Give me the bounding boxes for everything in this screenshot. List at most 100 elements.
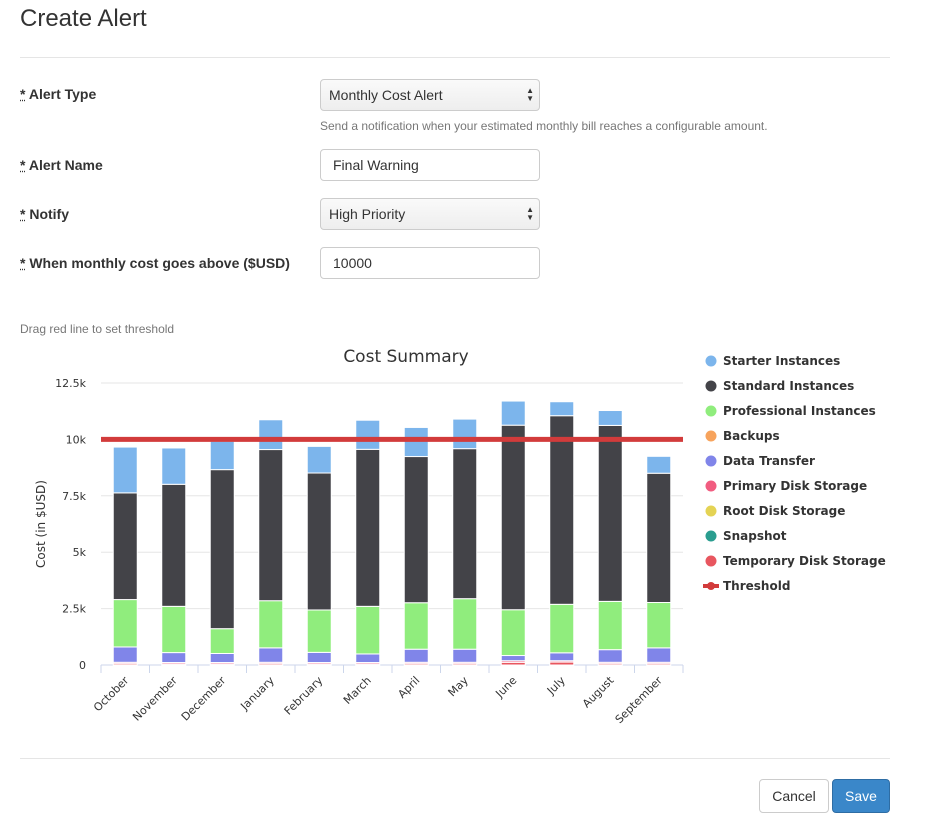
bar-segment <box>500 400 526 426</box>
bar-segment <box>258 449 284 602</box>
bar-segment <box>209 652 235 664</box>
legend-label: Data Transfer <box>723 454 815 468</box>
bottom-divider <box>20 758 890 759</box>
x-tick-label: June <box>493 674 520 701</box>
bar-segment <box>112 646 138 663</box>
bar-segment <box>306 609 332 653</box>
bar-segment <box>161 652 187 664</box>
bar-segment <box>355 419 381 450</box>
select-arrows-icon: ▲ ▼ <box>526 205 534 222</box>
bar-segment <box>500 655 526 662</box>
legend-label: Professional Instances <box>723 404 876 418</box>
bar-segment <box>452 648 478 663</box>
bar-segment <box>355 448 381 607</box>
legend-label: Threshold <box>723 579 790 593</box>
x-tick-label: July <box>544 674 568 698</box>
alert-name-input[interactable]: Final Warning <box>320 149 540 181</box>
alert-name-label: * Alert Name <box>20 157 103 173</box>
legend-label: Standard Instances <box>723 379 854 393</box>
legend-label: Temporary Disk Storage <box>723 554 886 568</box>
cancel-button[interactable]: Cancel <box>759 779 829 813</box>
bar-segment <box>646 647 672 663</box>
notify-label-text: Notify <box>29 206 70 222</box>
bar-segment <box>597 424 623 602</box>
x-tick-label: April <box>395 674 422 701</box>
bar-segment <box>646 455 672 474</box>
bar-segment <box>355 605 381 655</box>
bar-segment <box>549 415 575 605</box>
top-divider <box>20 57 890 58</box>
required-marker: * <box>20 157 26 173</box>
bar-segment <box>161 447 187 485</box>
legend-label: Snapshot <box>723 529 787 543</box>
alert-type-select[interactable]: Monthly Cost Alert ▲ ▼ <box>320 79 540 111</box>
x-tick-label: March <box>341 674 374 707</box>
required-marker: * <box>20 86 26 102</box>
alert-type-value: Monthly Cost Alert <box>329 87 443 103</box>
cost-summary-chart: Cost Summary 0 2.5k 5k 7.5k 10k 12.5k Cost (in … <box>34 347 886 726</box>
notify-select[interactable]: High Priority ▲ ▼ <box>320 198 540 230</box>
bar-segment <box>549 652 575 662</box>
legend-label: Backups <box>723 429 780 443</box>
required-marker: * <box>20 255 26 271</box>
bar-segment <box>646 472 672 604</box>
bar-segment <box>112 492 138 601</box>
bar-segment <box>258 647 284 663</box>
legend-symbol <box>705 355 717 367</box>
bar-segment <box>258 419 284 451</box>
threshold-input[interactable]: 10000 <box>320 247 540 279</box>
bar-segment <box>355 653 381 664</box>
threshold-label-text: When monthly cost goes above ($USD) <box>29 255 290 271</box>
notify-value: High Priority <box>329 206 406 222</box>
bar-segment <box>500 609 526 657</box>
x-tick-label: August <box>580 673 617 710</box>
y-tick-label: 10k <box>66 433 87 446</box>
legend-symbol <box>705 455 717 467</box>
bar-segment <box>597 410 623 426</box>
required-marker: * <box>20 206 26 222</box>
y-tick-label: 0 <box>79 659 86 672</box>
bar-segment <box>209 628 235 654</box>
bar-segment <box>161 605 187 654</box>
alert-type-label: * Alert Type <box>20 86 96 102</box>
y-tick-label: 2.5k <box>62 603 86 616</box>
bar-segment <box>306 445 332 474</box>
bar-segment <box>306 472 332 611</box>
bar-segment <box>209 440 235 471</box>
y-tick-label: 7.5k <box>62 490 86 503</box>
legend-symbol <box>705 405 717 417</box>
legend-symbol <box>705 380 717 392</box>
x-tick-label: February <box>282 674 326 718</box>
bar-segment <box>549 401 575 417</box>
x-tick-label: January <box>237 674 277 714</box>
y-tick-label: 5k <box>73 546 87 559</box>
x-tick-label: November <box>130 674 180 724</box>
y-axis-label: Cost (in $USD) <box>34 480 48 568</box>
alert-type-label-text: Alert Type <box>28 86 97 102</box>
select-arrows-icon: ▲ ▼ <box>526 86 534 103</box>
bar-segment <box>646 602 672 649</box>
legend-symbol <box>705 480 717 492</box>
bar-segment <box>549 603 575 654</box>
alert-type-help: Send a notification when your estimated … <box>320 119 768 133</box>
legend-label: Primary Disk Storage <box>723 479 867 493</box>
bar-segment <box>258 600 284 649</box>
drag-hint: Drag red line to set threshold <box>20 322 175 336</box>
save-button[interactable]: Save <box>832 779 890 813</box>
bar-segment <box>112 599 138 648</box>
bar-segment <box>403 648 429 663</box>
chart-title: Cost Summary <box>343 347 468 367</box>
legend-symbol <box>705 530 717 542</box>
threshold-label: * When monthly cost goes above ($USD) <box>20 255 290 271</box>
legend-threshold-marker <box>707 582 715 590</box>
bar-segment <box>112 446 138 494</box>
bar-segment <box>500 424 526 611</box>
bar-segment <box>306 651 332 664</box>
bar-segment <box>161 483 187 607</box>
legend-label: Starter Instances <box>723 354 840 368</box>
bar-segment <box>403 456 429 604</box>
threshold-value: 10000 <box>333 255 372 271</box>
x-tick-label: May <box>446 674 472 700</box>
bar-segment <box>452 448 478 600</box>
bar-segment <box>209 469 235 630</box>
